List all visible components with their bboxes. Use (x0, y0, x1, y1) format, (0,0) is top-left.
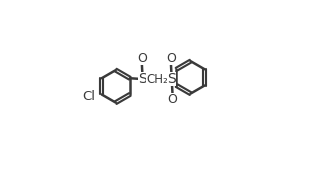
Text: O: O (137, 52, 147, 65)
Text: S: S (138, 72, 147, 86)
Text: O: O (168, 93, 178, 106)
Text: O: O (166, 52, 176, 65)
Text: S: S (167, 72, 176, 86)
Text: CH₂: CH₂ (146, 73, 168, 86)
Text: Cl: Cl (83, 90, 96, 103)
